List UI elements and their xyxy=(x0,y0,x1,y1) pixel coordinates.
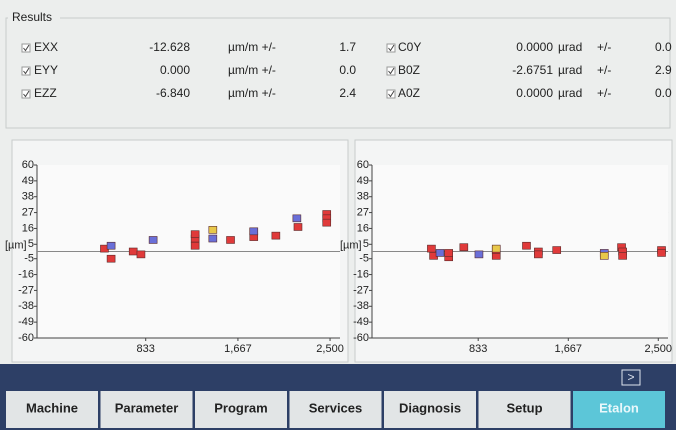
data-point xyxy=(209,226,217,233)
nav-button-label: Diagnosis xyxy=(399,400,461,415)
y-tick-label: -60 xyxy=(353,332,369,344)
result-label: C0Y xyxy=(398,40,421,54)
data-point xyxy=(107,242,115,249)
data-point xyxy=(619,252,627,259)
y-tick-label: 16 xyxy=(22,222,34,234)
result-value: -12.628 xyxy=(149,40,190,54)
data-point xyxy=(427,245,435,252)
y-tick-label: 49 xyxy=(22,175,34,187)
data-point xyxy=(534,251,542,258)
y-tick-label: -60 xyxy=(18,332,34,344)
data-point xyxy=(191,231,199,238)
data-point xyxy=(293,215,301,222)
result-unit: µrad xyxy=(558,40,582,54)
result-unit: µrad xyxy=(558,86,582,100)
data-point xyxy=(445,249,453,256)
y-tick-label: 38 xyxy=(357,191,369,203)
data-point xyxy=(227,236,235,243)
data-point xyxy=(460,244,468,251)
screen: Results > EXX -12.628 µm/m +/- 1.7 EYY 0.000 µ… xyxy=(0,0,676,430)
status-bar xyxy=(0,364,676,390)
x-tick-label: 1,667 xyxy=(555,343,583,355)
data-point xyxy=(209,235,217,242)
results-title: Results xyxy=(12,10,52,24)
y-tick-label: -5 xyxy=(24,253,34,265)
y-tick-label: -16 xyxy=(353,268,369,280)
y-tick-label: -27 xyxy=(353,284,369,296)
x-tick-label: 833 xyxy=(137,343,155,355)
result-value: 0.0000 xyxy=(516,86,553,100)
y-tick-label: -27 xyxy=(18,284,34,296)
result-label: EYY xyxy=(34,63,58,77)
data-point xyxy=(250,228,258,235)
data-point xyxy=(137,251,145,258)
data-point xyxy=(272,232,280,239)
y-tick-label: -49 xyxy=(353,316,369,328)
result-unit: µm/m +/- xyxy=(228,40,276,54)
nav-button-label: Parameter xyxy=(115,400,179,415)
data-point xyxy=(492,245,500,252)
y-tick-label: -16 xyxy=(18,268,34,280)
nav-button-label: Setup xyxy=(506,400,542,415)
y-tick-label: 38 xyxy=(22,191,34,203)
result-value: 0.0000 xyxy=(516,40,553,54)
y-tick-label: -38 xyxy=(18,300,34,312)
x-tick-label: 1,667 xyxy=(224,343,252,355)
data-point xyxy=(191,242,199,249)
page: Results > EXX -12.628 µm/m +/- 1.7 EYY 0.000 µ… xyxy=(0,0,676,430)
nav-button-label: Program xyxy=(214,400,267,415)
data-point xyxy=(600,252,608,259)
data-point xyxy=(436,249,444,256)
y-tick-label: -49 xyxy=(18,316,34,328)
data-point xyxy=(658,249,666,256)
result-tolerance: 2.9 xyxy=(655,63,672,77)
x-tick-label: 2,500 xyxy=(316,343,344,355)
result-sign: +/- xyxy=(597,63,611,77)
x-tick-label: 833 xyxy=(469,343,487,355)
result-label: EXX xyxy=(34,40,58,54)
result-sign: +/- xyxy=(597,40,611,54)
result-tolerance: 2.4 xyxy=(339,86,356,100)
result-label: B0Z xyxy=(398,63,420,77)
data-point xyxy=(522,242,530,249)
y-tick-label: 16 xyxy=(357,222,369,234)
nav-button-label: Etalon xyxy=(599,400,639,415)
expand-icon: > xyxy=(627,370,634,384)
data-point xyxy=(553,247,561,254)
result-unit: µm/m +/- xyxy=(228,86,276,100)
y-tick-label: 60 xyxy=(357,159,369,171)
result-unit: µrad xyxy=(558,63,582,77)
result-value: 0.000 xyxy=(160,63,190,77)
y-tick-label: 27 xyxy=(22,206,34,218)
y-tick-label: 60 xyxy=(22,159,34,171)
result-tolerance: 0.0 xyxy=(655,40,672,54)
result-value: -6.840 xyxy=(156,86,190,100)
nav-button-label: Machine xyxy=(26,400,78,415)
data-point xyxy=(129,248,137,255)
result-label: A0Z xyxy=(398,86,420,100)
result-tolerance: 1.7 xyxy=(339,40,356,54)
data-point xyxy=(475,251,483,258)
data-point xyxy=(107,255,115,262)
x-tick-label: 2,500 xyxy=(645,343,673,355)
result-unit: µm/m +/- xyxy=(228,63,276,77)
y-tick-label: 27 xyxy=(357,206,369,218)
data-point xyxy=(149,236,157,243)
result-tolerance: 0.0 xyxy=(339,63,356,77)
y-tick-label: 49 xyxy=(357,175,369,187)
result-label: EZZ xyxy=(34,86,57,100)
data-point xyxy=(323,219,331,226)
result-value: -2.6751 xyxy=(512,63,553,77)
y-tick-label: 5 xyxy=(28,238,34,250)
y-tick-label: -5 xyxy=(359,253,369,265)
result-sign: +/- xyxy=(597,86,611,100)
result-tolerance: 0.0 xyxy=(655,86,672,100)
y-axis-label: [µm] xyxy=(340,239,362,251)
nav-button-label: Services xyxy=(309,400,363,415)
y-tick-label: 5 xyxy=(363,238,369,250)
y-axis-label: [µm] xyxy=(5,239,27,251)
y-tick-label: -38 xyxy=(353,300,369,312)
data-point xyxy=(294,223,302,230)
